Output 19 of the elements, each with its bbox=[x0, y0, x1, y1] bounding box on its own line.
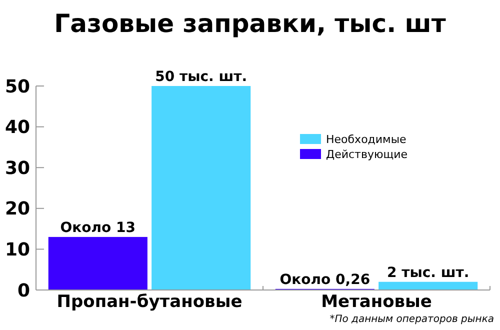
y-tick-label: 40 bbox=[4, 117, 30, 138]
bar bbox=[48, 236, 148, 290]
data-label: 50 тыс. шт. bbox=[155, 69, 248, 85]
legend-label: Действующие bbox=[326, 148, 408, 161]
y-tick-label: 20 bbox=[4, 198, 30, 220]
y-tick-label: 50 bbox=[4, 76, 30, 98]
y-tick-label: 10 bbox=[4, 240, 30, 260]
bar bbox=[378, 282, 478, 290]
y-tick-label: 0 bbox=[17, 280, 30, 302]
text: *По данным операторов рынка bbox=[330, 314, 494, 325]
y-tick-label: 30 bbox=[4, 158, 30, 179]
chart-title: Газовые заправки, тыс. шт bbox=[54, 9, 446, 38]
data-label: Около 13 bbox=[60, 220, 136, 236]
data-label: Около 0,26 bbox=[280, 272, 370, 288]
legend-label: Необходимые bbox=[326, 132, 407, 146]
x-tick-label: Метановые bbox=[321, 292, 432, 312]
x-tick-label: Пропан-бутановые bbox=[56, 292, 242, 312]
bar bbox=[152, 86, 251, 290]
data-label: 2 тыс. шт. bbox=[386, 264, 470, 281]
